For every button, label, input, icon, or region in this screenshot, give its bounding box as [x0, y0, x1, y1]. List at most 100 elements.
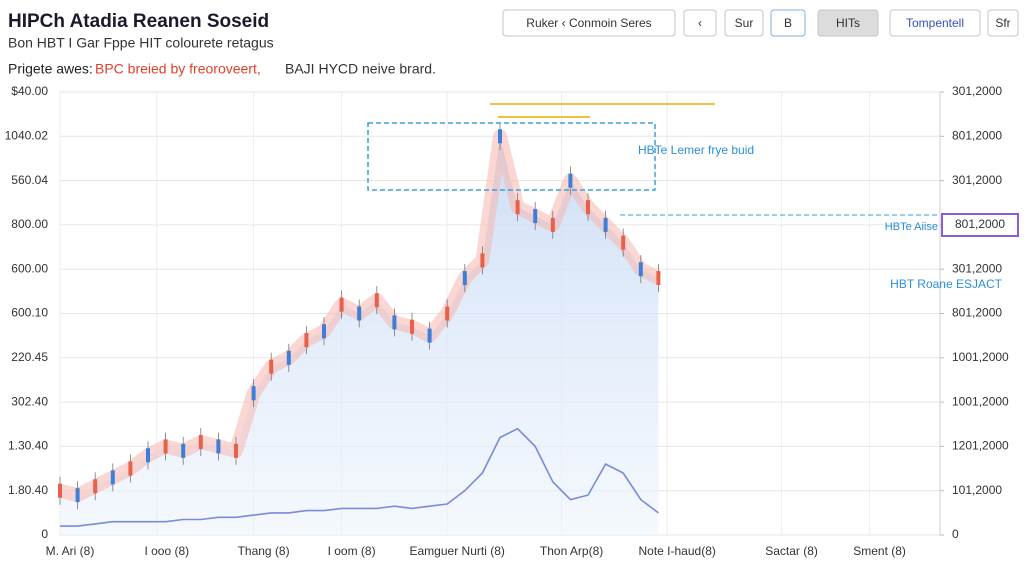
- y-tick-label: 1040.02: [5, 128, 49, 142]
- button-frame[interactable]: [502, 9, 676, 37]
- candle: [128, 461, 133, 476]
- candle: [550, 217, 555, 232]
- x-tick-label: Note I-haud(8): [639, 544, 716, 558]
- y2-tick-label: 801,2000: [952, 306, 1002, 320]
- button-label[interactable]: Tompentell: [906, 16, 964, 30]
- candle: [427, 328, 432, 343]
- candle: [269, 359, 274, 374]
- button-label[interactable]: B: [784, 16, 792, 30]
- candle: [656, 271, 661, 286]
- candle: [392, 315, 397, 330]
- candle: [198, 434, 203, 449]
- candle: [533, 209, 538, 224]
- legend-entry: BAJI HYCD neive brard.: [285, 61, 436, 77]
- candle: [568, 173, 573, 188]
- price-area: [60, 136, 659, 536]
- y-tick-label: 560.04: [11, 173, 48, 187]
- candle: [234, 443, 238, 458]
- legend-entry: BPC breied by freoroveert,: [95, 61, 261, 77]
- annotation: HBT Roane ESJACT: [890, 277, 1002, 291]
- candle: [251, 386, 256, 401]
- subtitle: Bon HBT I Gar Fppe HIT colourete retagus: [8, 35, 274, 51]
- annotation-box: [367, 122, 656, 191]
- x-tick-label: Thon Arp(8): [540, 544, 603, 558]
- candle: [480, 253, 485, 268]
- legend-label: Prigete awes:: [8, 61, 93, 77]
- toolbar-button[interactable]: Sfr: [987, 9, 1019, 37]
- y2-tick-label: 101,2000: [952, 483, 1002, 497]
- candle: [286, 350, 291, 365]
- candle: [462, 271, 467, 286]
- candle: [603, 217, 608, 232]
- plot: HBTe Lemer frye buid HBTe Aiise HBT Roane …: [58, 103, 1003, 536]
- candle: [110, 470, 115, 485]
- legend: BPC breied by freoroveert, BAJI HYCD neiv…: [95, 61, 436, 77]
- candle: [163, 439, 168, 454]
- y2-tick-label: 1201,2000: [952, 439, 1009, 453]
- candle: [357, 306, 362, 321]
- candle: [339, 297, 344, 312]
- button-frame[interactable]: [683, 9, 717, 37]
- candle: [181, 443, 186, 458]
- y-tick-label: 600.00: [11, 261, 48, 275]
- button-label[interactable]: Sfr: [995, 16, 1010, 30]
- x-tick-label: Sment (8): [853, 544, 906, 558]
- button-label[interactable]: HITs: [836, 16, 860, 30]
- button-frame[interactable]: [724, 9, 764, 37]
- x-tick-label: I ooo (8): [144, 544, 189, 558]
- button-label[interactable]: ‹: [698, 16, 702, 30]
- series-line: [60, 427, 659, 527]
- y2-tick-label: 0: [952, 527, 959, 541]
- toolbar-button[interactable]: Sur: [724, 9, 764, 37]
- candle: [445, 306, 450, 321]
- button-frame[interactable]: [770, 9, 806, 37]
- y-tick-label: 600.10: [11, 306, 48, 320]
- y2-tick-label: 801,2000: [952, 128, 1002, 142]
- toolbar-button[interactable]: Tompentell: [889, 9, 981, 37]
- candle: [304, 333, 309, 348]
- y2-tick-label: 301,2000: [952, 173, 1002, 187]
- y2-tick-label: 1001,2000: [952, 350, 1009, 364]
- y-tick-label: $40.00: [11, 84, 48, 98]
- price-tag-label: 801,2000: [955, 217, 1005, 231]
- x-tick-label: Thang (8): [238, 544, 290, 558]
- candle: [638, 262, 643, 277]
- candle: [58, 483, 62, 498]
- candle: [322, 324, 326, 339]
- y-tick-label: 0: [41, 527, 48, 541]
- candle: [515, 200, 520, 215]
- toolbar-button[interactable]: B: [770, 9, 806, 37]
- y-tick-label: 1.30.40: [8, 439, 48, 453]
- y2-tick-label: 1001,2000: [952, 394, 1009, 408]
- y-tick-label: 800.00: [11, 217, 48, 231]
- candle: [410, 319, 414, 334]
- candle: [75, 488, 80, 503]
- axes: 0 1.80.40 1.30.40 302.40 220.45 600.10 600.00 8…: [5, 84, 1019, 558]
- toolbar-button[interactable]: Ruker ‹ Conmoin Seres: [502, 9, 676, 37]
- candle: [621, 235, 626, 250]
- candle: [586, 200, 590, 215]
- y2-tick-label: 301,2000: [952, 84, 1002, 98]
- y-tick-label: 1.80.40: [8, 483, 48, 497]
- button-label[interactable]: Sur: [735, 16, 754, 30]
- button-frame[interactable]: [817, 9, 879, 37]
- button-frame[interactable]: [889, 9, 981, 37]
- toolbar-button[interactable]: HITs: [817, 9, 879, 37]
- x-tick-label: I oom (8): [328, 544, 376, 558]
- button-label[interactable]: Ruker ‹ Conmoin Seres: [526, 16, 651, 30]
- y2-tick-label: 301,2000: [952, 261, 1002, 275]
- annotation: HBTe Aiise: [885, 221, 938, 233]
- toolbar-button[interactable]: ‹: [683, 9, 717, 37]
- button-frame[interactable]: [987, 9, 1019, 37]
- x-tick-label: Eamguer Nurti (8): [410, 544, 505, 558]
- y-tick-label: 220.45: [11, 350, 48, 364]
- toolbar: Ruker ‹ Conmoin Seres ‹ Sur B HITs Tompentell…: [502, 9, 1019, 37]
- candle: [374, 293, 379, 308]
- title: HIPCh Atadia Reanen Soseid: [8, 11, 269, 32]
- candle: [146, 448, 150, 463]
- x-tick-label: Sactar (8): [765, 544, 818, 558]
- y-tick-label: 302.40: [11, 394, 48, 408]
- candle: [93, 479, 98, 494]
